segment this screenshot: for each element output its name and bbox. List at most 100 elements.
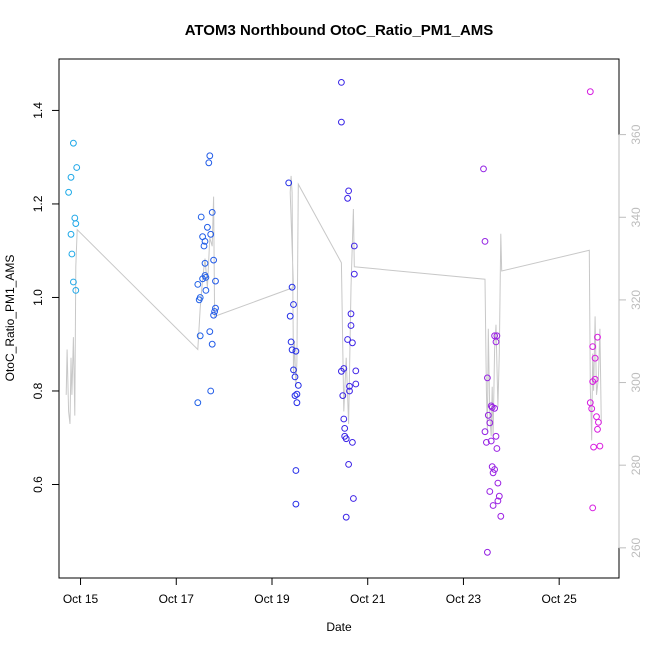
x-axis-label: Date	[326, 620, 352, 634]
data-point	[212, 277, 219, 285]
data-point	[594, 333, 601, 341]
data-point	[591, 375, 599, 383]
data-point	[67, 173, 75, 181]
data-point	[288, 283, 296, 291]
data-point	[293, 399, 301, 407]
y-axis-left: 0.6 0.8 1.0 1.2 1.4	[31, 102, 60, 493]
data-point	[352, 367, 360, 375]
data-point	[201, 259, 209, 267]
data-point	[346, 387, 353, 395]
data-point	[350, 242, 358, 250]
y-axis-right: 260 280 300 320 340 360	[618, 124, 643, 558]
data-point	[206, 152, 214, 160]
data-point	[484, 374, 491, 382]
data-point	[350, 270, 358, 278]
data-point	[586, 399, 594, 407]
data-point	[350, 495, 357, 502]
data-point	[347, 322, 355, 329]
data-point	[345, 461, 353, 468]
data-point	[287, 338, 295, 346]
data-point	[491, 466, 499, 473]
data-point	[486, 488, 494, 495]
y-tick-label: 0.6	[31, 476, 45, 493]
data-point	[73, 164, 81, 171]
y2-tick-label: 280	[629, 455, 643, 475]
data-point	[340, 365, 348, 372]
y2-tick-label: 300	[629, 372, 643, 392]
data-point	[286, 312, 294, 320]
data-point	[202, 287, 210, 294]
data-point	[487, 437, 495, 445]
data-point	[493, 445, 501, 452]
x-tick-label: Oct 21	[350, 592, 386, 606]
data-point	[212, 304, 219, 312]
data-point	[288, 346, 296, 354]
data-point	[196, 332, 204, 340]
data-point	[291, 392, 299, 400]
x-tick-label: Oct 17	[159, 592, 195, 606]
data-point	[196, 294, 204, 301]
data-point	[194, 399, 202, 407]
data-point	[494, 497, 502, 505]
data-point	[70, 139, 77, 147]
y-tick-label: 1.4	[31, 102, 45, 119]
y-tick-label: 1.0	[31, 289, 45, 306]
data-point	[338, 79, 345, 86]
data-point	[200, 242, 208, 250]
data-point	[489, 469, 497, 477]
data-point	[492, 432, 500, 440]
data-point	[207, 230, 215, 238]
data-point	[495, 492, 503, 500]
data-point	[207, 387, 215, 395]
data-point	[590, 443, 597, 451]
data-point	[294, 382, 302, 389]
data-point	[497, 512, 505, 520]
data-point	[484, 548, 491, 556]
data-point	[293, 390, 301, 398]
data-point	[65, 188, 72, 196]
data-point	[340, 415, 348, 423]
data-point	[291, 373, 299, 381]
data-point	[338, 118, 345, 126]
data-point	[285, 179, 293, 187]
data-point	[483, 439, 490, 446]
series-line	[65, 175, 602, 441]
data-point	[595, 418, 602, 426]
data-point	[349, 439, 356, 446]
data-point	[341, 425, 349, 432]
data-point	[210, 311, 218, 319]
data-point	[67, 230, 75, 238]
data-point	[486, 419, 494, 427]
y2-tick-label: 360	[629, 124, 643, 144]
x-tick-label: Oct 15	[63, 592, 99, 606]
data-point	[204, 223, 211, 231]
data-point	[292, 467, 300, 474]
data-point	[290, 301, 297, 308]
data-point	[481, 238, 489, 245]
data-point	[484, 411, 492, 419]
data-point	[208, 209, 216, 216]
data-point	[344, 336, 352, 343]
data-point	[594, 425, 601, 433]
data-point	[211, 308, 219, 315]
data-point	[589, 504, 597, 512]
data-point	[480, 165, 487, 173]
y2-tick-label: 340	[629, 207, 643, 227]
data-point	[586, 88, 594, 96]
data-point	[210, 256, 218, 264]
data-point	[491, 332, 499, 340]
data-point	[491, 404, 499, 412]
data-point	[589, 343, 597, 351]
y2-tick-label: 320	[629, 290, 643, 310]
data-point	[290, 366, 297, 374]
data-point	[591, 354, 599, 362]
left-axis-series-points	[65, 79, 604, 556]
data-point	[481, 428, 489, 436]
x-tick-label: Oct 19	[254, 592, 290, 606]
data-point	[345, 187, 353, 195]
data-point	[489, 502, 497, 509]
data-point	[72, 220, 80, 228]
data-point	[68, 250, 76, 258]
chart-title: ATOM3 Northbound OtoC_Ratio_PM1_AMS	[185, 22, 494, 39]
